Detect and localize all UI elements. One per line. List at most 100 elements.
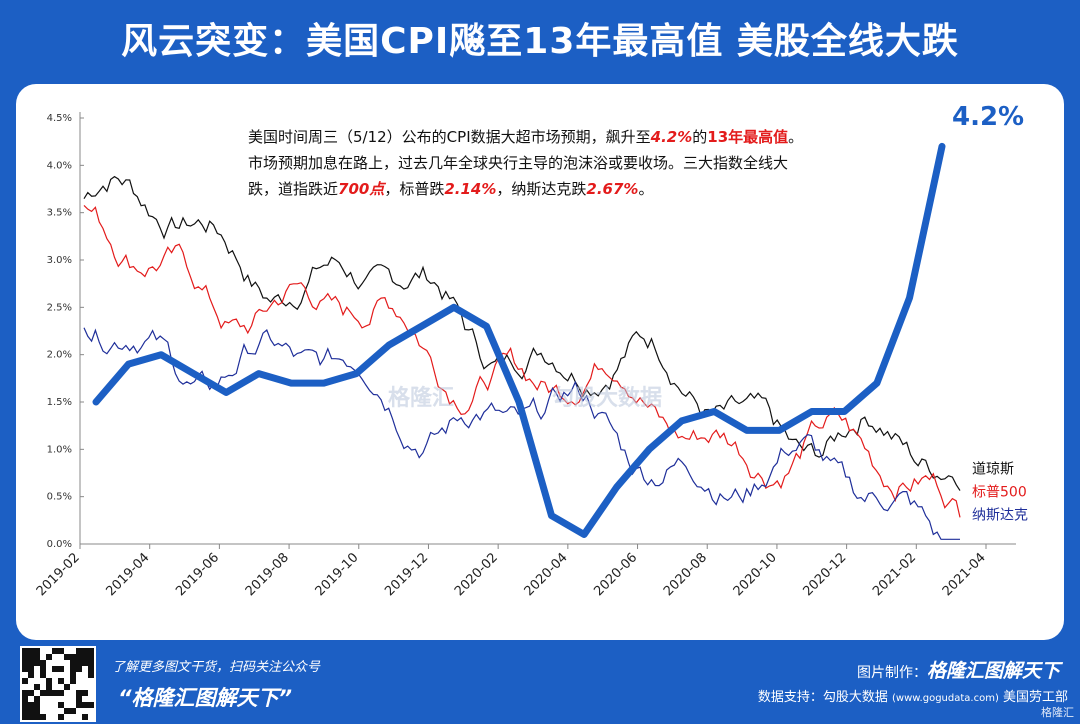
- qr-cell: [58, 678, 64, 684]
- qr-cell: [52, 690, 58, 696]
- line-chart: 0.0% 0.5% 1.0% 1.5% 2.0% 2.5% 3.0% 3.5% 4.0% 4.5%…: [34, 112, 1028, 599]
- y-tick-label: 1.5%: [47, 397, 72, 408]
- qr-cell: [22, 702, 28, 708]
- qr-cell: [28, 666, 34, 672]
- qr-cell: [34, 684, 40, 690]
- qr-cell: [76, 702, 82, 708]
- y-tick-label: 0.5%: [47, 492, 72, 503]
- qr-cell: [40, 690, 46, 696]
- x-tick-label: 2019-06: [173, 550, 222, 599]
- qr-cell: [40, 666, 46, 672]
- qr-cell: [58, 648, 64, 654]
- qr-cell: [28, 708, 34, 714]
- x-tick-label: 2019-04: [103, 550, 152, 599]
- qr-cell: [82, 660, 88, 666]
- qr-cell: [70, 678, 76, 684]
- qr-cell: [46, 684, 52, 690]
- y-tick-label: 3.0%: [47, 255, 72, 266]
- x-tick-label: 2020-10: [731, 550, 780, 599]
- qr-cell: [76, 696, 82, 702]
- qr-cell: [64, 708, 70, 714]
- qr-cell: [76, 660, 82, 666]
- x-tick-label: 2019-08: [243, 550, 292, 599]
- qr-cell: [58, 702, 64, 708]
- footer-account-name: “格隆汇图解天下”: [118, 686, 293, 710]
- y-tick-label: 4.5%: [47, 113, 72, 124]
- y-tick-label: 1.0%: [47, 444, 72, 455]
- qr-cell: [22, 660, 28, 666]
- qr-cell: [88, 666, 94, 672]
- qr-cell: [76, 648, 82, 654]
- footer-follow-text: 了解更多图文干货，扫码关注公众号: [112, 660, 321, 675]
- x-tick-label: 2019-12: [382, 550, 431, 599]
- qr-cell: [82, 654, 88, 660]
- qr-cell: [76, 654, 82, 660]
- qr-cell: [70, 672, 76, 678]
- corner-logo: 格隆汇: [1041, 706, 1074, 719]
- page-title: 风云突变：美国CPI飚至13年最高值 美股全线大跌: [121, 21, 959, 62]
- series-line-0: [83, 175, 961, 491]
- qr-cell: [40, 660, 46, 666]
- y-tick-label: 2.0%: [47, 350, 72, 361]
- footer: 了解更多图文干货，扫码关注公众号 “格隆汇图解天下” 图片制作：格隆汇图解天下 …: [0, 640, 1080, 724]
- qr-cell: [70, 666, 76, 672]
- series-line-1: [83, 204, 961, 518]
- qr-cell: [28, 648, 34, 654]
- cpi-line: [92, 142, 946, 538]
- qr-cell: [22, 648, 28, 654]
- qr-cell: [76, 666, 82, 672]
- qr-cell: [22, 666, 28, 672]
- series-label: 道琼斯: [972, 462, 1014, 478]
- footer-made-by: 图片制作：格隆汇图解天下: [856, 660, 1060, 682]
- qr-cell: [88, 702, 94, 708]
- qr-cell: [52, 666, 58, 672]
- series-line-2: [83, 327, 960, 540]
- qr-cell: [22, 690, 28, 696]
- qr-code[interactable]: [20, 646, 96, 722]
- qr-cell: [34, 708, 40, 714]
- qr-cell: [58, 666, 64, 672]
- qr-cell: [52, 648, 58, 654]
- y-tick-label: 3.5%: [47, 208, 72, 219]
- qr-cell: [34, 660, 40, 666]
- qr-cell: [82, 648, 88, 654]
- cpi-latest-label: 4.2%: [952, 102, 1025, 132]
- qr-cell: [46, 690, 52, 696]
- x-tick-label: 2019-10: [313, 550, 362, 599]
- qr-cell: [22, 678, 28, 684]
- qr-cell: [64, 684, 70, 690]
- qr-cell: [40, 714, 46, 720]
- qr-cell: [58, 690, 64, 696]
- qr-cell: [76, 690, 82, 696]
- qr-cell: [64, 654, 70, 660]
- x-tick-label: 2021-04: [940, 550, 989, 599]
- x-tick-label: 2020-12: [800, 550, 849, 599]
- qr-cell: [40, 672, 46, 678]
- qr-cell: [58, 714, 64, 720]
- qr-cell: [88, 654, 94, 660]
- qr-cell: [34, 654, 40, 660]
- qr-cell: [88, 648, 94, 654]
- x-tick-label: 2019-02: [34, 550, 83, 599]
- qr-cell: [28, 702, 34, 708]
- qr-cell: [70, 654, 76, 660]
- qr-cell: [82, 714, 88, 720]
- qr-cell: [82, 690, 88, 696]
- qr-cell: [22, 714, 28, 720]
- x-tick-label: 2020-06: [591, 550, 640, 599]
- qr-cell: [22, 708, 28, 714]
- series-label: 纳斯达克: [972, 508, 1028, 524]
- annotation-text: 美国时间周三（5/12）公布的CPI数据大超市场预期，飙升至4.2%的13年最高…: [248, 128, 804, 198]
- watermark-data: 勾股大数据: [552, 386, 663, 411]
- x-tick-label: 2020-02: [452, 550, 501, 599]
- qr-cell: [88, 672, 94, 678]
- x-tick-label: 2020-08: [661, 550, 710, 599]
- qr-cell: [28, 672, 34, 678]
- qr-cell: [28, 654, 34, 660]
- y-tick-label: 4.0%: [47, 160, 72, 171]
- qr-cell: [28, 690, 34, 696]
- qr-cell: [34, 648, 40, 654]
- qr-cell: [88, 660, 94, 666]
- qr-cell: [22, 696, 28, 702]
- qr-cell: [82, 702, 88, 708]
